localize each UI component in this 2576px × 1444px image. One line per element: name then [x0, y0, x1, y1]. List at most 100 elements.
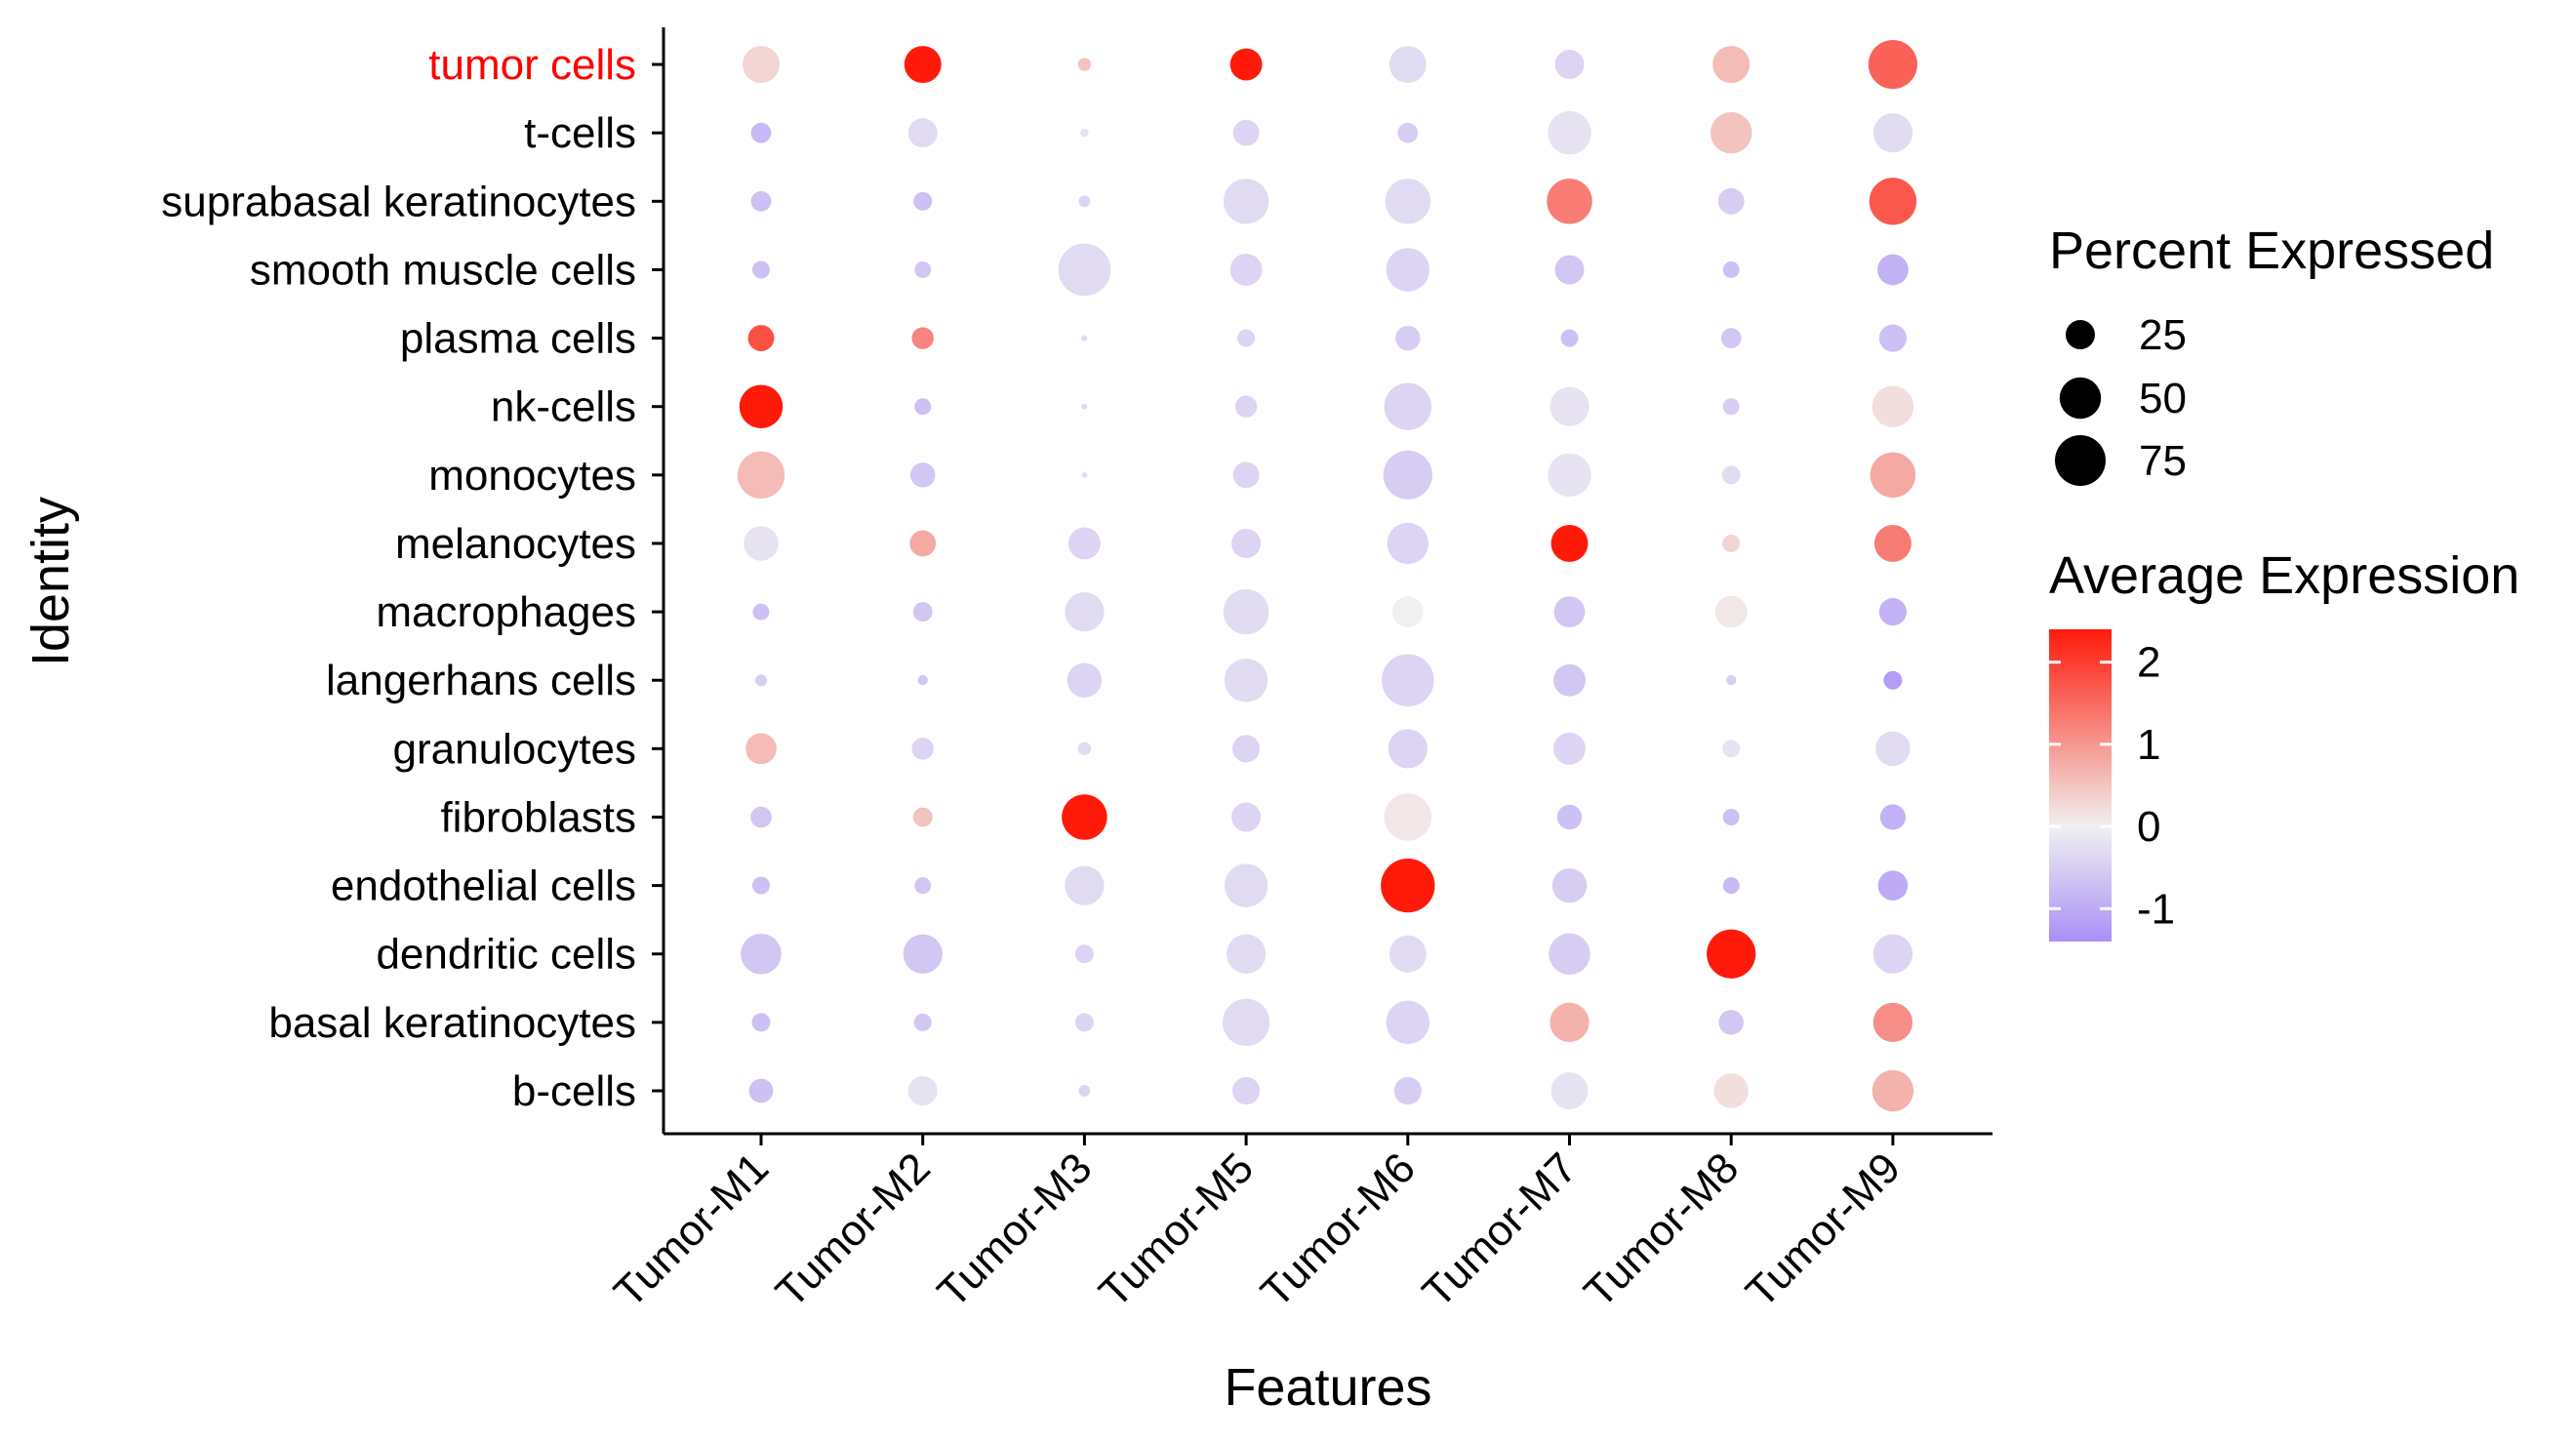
- dot: [750, 122, 772, 143]
- dot: [1381, 654, 1434, 707]
- dot: [1077, 742, 1092, 756]
- dot: [909, 462, 936, 488]
- dot: [1234, 395, 1258, 418]
- y-tick-label: monocytes: [428, 452, 636, 500]
- dot: [1553, 663, 1586, 697]
- y-tick-label: langerhans cells: [326, 657, 636, 704]
- dot: [1384, 793, 1431, 841]
- dot: [1232, 735, 1261, 763]
- dot: [1714, 595, 1748, 628]
- dot: [1879, 804, 1906, 830]
- y-axis-title: Identity: [21, 497, 80, 666]
- x-tick-label: Tumor-M9: [1737, 1143, 1910, 1316]
- dot: [1713, 1073, 1749, 1108]
- size-legend-label: 75: [2139, 437, 2187, 485]
- dot: [1231, 802, 1262, 832]
- colorbar-label: 2: [2137, 639, 2160, 687]
- dot: [1386, 248, 1430, 292]
- dot: [1726, 675, 1737, 686]
- colorbar: [2049, 629, 2112, 942]
- dot: [1224, 658, 1268, 702]
- dot: [747, 325, 775, 351]
- dot: [1081, 335, 1088, 341]
- dot: [1223, 588, 1269, 635]
- dot: [1872, 1069, 1914, 1112]
- size-legend-label: 25: [2139, 311, 2187, 359]
- dot: [752, 261, 770, 279]
- dot: [1551, 867, 1588, 903]
- dot: [1718, 1010, 1744, 1035]
- dot: [743, 46, 780, 84]
- x-tick-label: Tumor-M5: [1090, 1143, 1263, 1316]
- dot: [1065, 591, 1105, 632]
- dot: [1231, 528, 1262, 558]
- dot: [1229, 48, 1263, 81]
- dot: [1875, 731, 1911, 767]
- dot: [913, 1013, 932, 1031]
- dot: [1078, 195, 1091, 208]
- colorbar-label: -1: [2137, 885, 2175, 933]
- dot: [1237, 329, 1256, 347]
- x-axis-title: Features: [1224, 1358, 1431, 1417]
- dot: [1710, 111, 1752, 154]
- y-tick-label: b-cells: [512, 1067, 636, 1115]
- dot: [1232, 461, 1260, 489]
- dot: [1223, 179, 1269, 224]
- dot: [1707, 929, 1756, 979]
- dot: [1877, 254, 1909, 286]
- dot: [745, 733, 777, 765]
- dot: [1226, 934, 1267, 974]
- colorbar-label: 0: [2137, 803, 2160, 851]
- plot-area: [737, 39, 1917, 1112]
- colorbar-label: 1: [2137, 721, 2160, 769]
- dot: [1877, 870, 1909, 901]
- dot: [1381, 858, 1435, 913]
- dot: [744, 526, 779, 561]
- x-tick-label: Tumor-M1: [605, 1143, 778, 1316]
- dot: [1712, 46, 1751, 84]
- dot: [1393, 1076, 1422, 1105]
- size-legend-dot: [2059, 377, 2102, 420]
- dot: [903, 934, 943, 974]
- dot: [1387, 522, 1429, 565]
- dot: [1554, 255, 1585, 285]
- size-legend-label: 50: [2139, 375, 2187, 422]
- y-tick-label: nk-cells: [491, 383, 636, 431]
- dot: [914, 877, 932, 895]
- color-legend: Average Expression 2 1 0 -1: [2049, 546, 2519, 942]
- y-tick-label: endothelial cells: [331, 862, 636, 910]
- dot: [1229, 254, 1263, 286]
- dot: [739, 384, 784, 428]
- dot: [917, 675, 928, 686]
- dot: [912, 602, 933, 622]
- x-tick-label: Tumor-M3: [929, 1143, 1102, 1316]
- dot: [1397, 122, 1419, 143]
- dot: [1722, 877, 1740, 895]
- dot: [1062, 794, 1107, 840]
- dot: [1224, 863, 1268, 907]
- dot: [1872, 934, 1913, 974]
- dot: [750, 806, 772, 828]
- x-tick-label: Tumor-M8: [1575, 1143, 1748, 1316]
- dot: [1232, 1076, 1261, 1105]
- size-legend-title: Percent Expressed: [2049, 221, 2494, 280]
- dot: [1550, 1002, 1590, 1042]
- dot: [1232, 119, 1260, 146]
- dot: [1722, 534, 1741, 552]
- dot: [1389, 935, 1427, 973]
- dot: [907, 1076, 938, 1105]
- dot: [1385, 179, 1431, 224]
- y-tick-label: tumor cells: [428, 41, 636, 89]
- dot: [1554, 50, 1585, 80]
- dot: [1386, 1000, 1430, 1045]
- dot: [1550, 1072, 1589, 1109]
- size-legend-dot: [2066, 320, 2095, 349]
- dot: [914, 398, 932, 416]
- dot: [741, 933, 782, 975]
- dot: [737, 451, 785, 500]
- x-tick-label: Tumor-M7: [1414, 1143, 1587, 1316]
- dot: [1872, 1002, 1913, 1042]
- dot: [907, 118, 938, 148]
- dot: [1065, 865, 1105, 905]
- dot: [748, 1078, 774, 1103]
